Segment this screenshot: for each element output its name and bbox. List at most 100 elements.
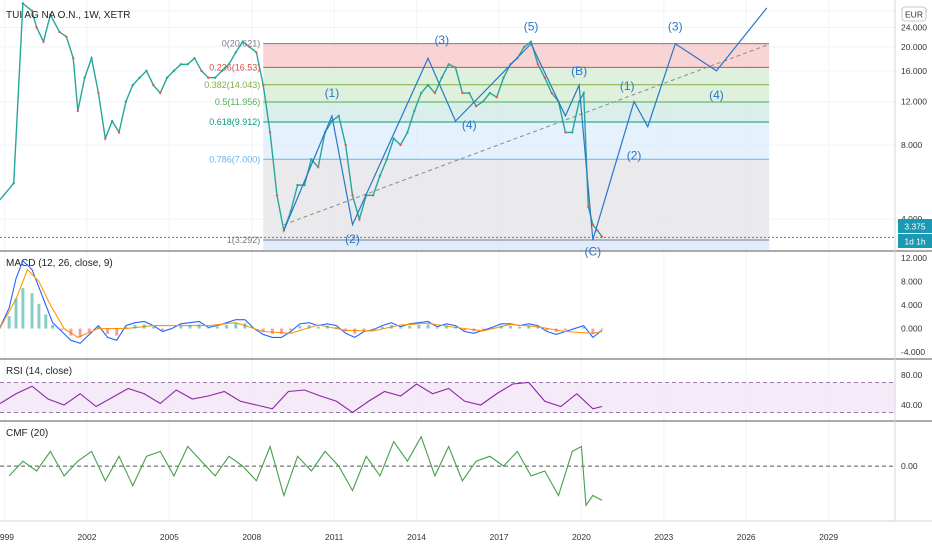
price-point	[145, 69, 148, 73]
price-point	[582, 91, 585, 95]
price-point	[351, 194, 354, 197]
macd-histogram-bar	[353, 328, 357, 334]
price-point	[42, 40, 45, 43]
macd-histogram-bar	[444, 325, 448, 329]
x-tick-label: 1999	[0, 532, 14, 542]
macd-histogram-bar	[527, 325, 531, 329]
macd-histogram-bar	[142, 324, 146, 329]
price-point	[172, 69, 176, 73]
price-point	[522, 45, 526, 49]
macd-histogram-bar	[389, 325, 393, 329]
cmf-series-line[interactable]	[8, 435, 603, 507]
indicator-title: CMF (20)	[6, 428, 48, 439]
macd-histogram-bar	[362, 328, 366, 331]
price-point	[227, 63, 231, 66]
price-point	[234, 51, 237, 54]
fib-zone	[263, 67, 770, 85]
price-point	[12, 181, 15, 185]
price-point	[165, 76, 169, 79]
price-tick-label: 12.000	[901, 97, 927, 107]
price-point	[200, 69, 203, 73]
price-point	[83, 76, 86, 79]
price-point	[76, 109, 80, 113]
fib-zone	[263, 122, 770, 160]
x-tick-label: 2008	[242, 532, 261, 542]
macd-histogram-bar	[325, 325, 329, 329]
indicator-tick-label: 0.00	[901, 461, 918, 471]
macd-histogram-bar	[234, 323, 238, 329]
macd-histogram-bar	[115, 328, 119, 336]
price-point	[97, 91, 100, 95]
wave-label: (4)	[462, 118, 477, 132]
currency-badge[interactable]: EUR	[901, 6, 927, 22]
wave-label: (2)	[627, 148, 642, 162]
price-point	[207, 76, 210, 79]
price-point	[596, 229, 599, 232]
indicator-tick-label: -4.000	[901, 347, 925, 357]
macd-histogram-bar	[307, 325, 311, 329]
macd-histogram-bar	[179, 325, 183, 329]
fib-zone	[263, 159, 770, 241]
wave-label: (1)	[620, 79, 635, 93]
x-tick-label: 2014	[407, 532, 426, 542]
x-tick-label: 2023	[654, 532, 673, 542]
price-point	[529, 40, 533, 43]
price-plot[interactable]: 0(20.621)0.236(16.53)0.382(14.043)0.5(11…	[0, 0, 895, 507]
macd-histogram-bar	[106, 328, 110, 334]
macd-histogram-bar	[30, 293, 34, 329]
macd-histogram-bar	[472, 328, 476, 332]
price-tick-label: 20.000	[901, 42, 927, 52]
elliott-wave-path[interactable]	[283, 42, 594, 240]
price-point	[392, 137, 395, 140]
price-point	[124, 100, 128, 103]
macd-histogram-bar	[78, 328, 82, 338]
indicator-tick-label: 80.00	[901, 370, 923, 380]
price-point	[406, 131, 409, 134]
x-tick-label: 2017	[490, 532, 509, 542]
macd-histogram-bar	[563, 328, 567, 331]
price-point	[502, 76, 505, 79]
macd-histogram-bar	[215, 326, 219, 329]
macd-histogram-bar	[591, 328, 595, 334]
macd-histogram-bar	[289, 328, 293, 331]
fib-level-label: 0.236(16.53)	[209, 62, 260, 72]
price-point	[378, 174, 382, 177]
macd-histogram-bar	[582, 326, 586, 329]
wave-label: (5)	[524, 20, 539, 34]
indicator-tick-label: 12.000	[901, 253, 927, 263]
macd-histogram-bar	[435, 327, 439, 329]
wave-label: (B)	[571, 64, 587, 78]
trend-line[interactable]	[283, 43, 770, 226]
last-price-value: 3.375	[904, 222, 926, 232]
price-point	[275, 194, 279, 197]
price-point	[447, 63, 450, 66]
macd-histogram-bar	[96, 326, 100, 329]
x-tick-label: 2020	[572, 532, 591, 542]
elliott-wave-path[interactable]	[592, 7, 768, 240]
price-point	[543, 76, 546, 79]
macd-histogram-bar	[508, 325, 512, 329]
price-point	[577, 100, 581, 103]
price-point	[310, 158, 313, 161]
macd-histogram-bar	[188, 325, 192, 329]
price-point	[461, 91, 464, 95]
rsi-series-line[interactable]	[0, 381, 603, 414]
macd-histogram-bar	[554, 328, 558, 333]
price-point	[110, 119, 114, 123]
price-point	[255, 51, 258, 54]
price-point	[193, 56, 196, 60]
x-tick-label: 2005	[160, 532, 179, 542]
price-point	[21, 2, 25, 5]
macd-series-line[interactable]	[0, 259, 603, 344]
macd-histogram-bar	[280, 328, 284, 334]
price-tick-label: 8.000	[901, 140, 923, 150]
macd-histogram-bar	[206, 327, 210, 329]
price-point	[587, 205, 590, 208]
macd-histogram-bar	[334, 326, 338, 329]
price-point	[220, 69, 224, 73]
price-point	[440, 76, 443, 79]
fib-level-label: 0.382(14.043)	[204, 80, 260, 90]
price-point	[488, 91, 492, 95]
macd-histogram-bar	[161, 328, 165, 331]
